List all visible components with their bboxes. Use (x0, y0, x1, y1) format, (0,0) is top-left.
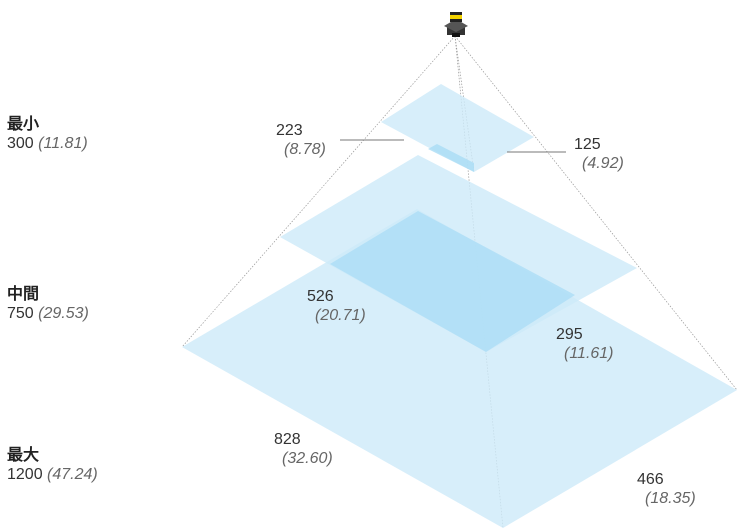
plane-large (182, 209, 737, 528)
camera-device-icon (444, 12, 468, 37)
level-label-mid: 中間 750 (29.53) (7, 285, 89, 323)
dimension-large-depth-mm: 466 (637, 471, 664, 488)
dimension-medium-width-mm: 526 (307, 288, 334, 305)
level-inches-max: (47.24) (47, 466, 98, 483)
dimension-large-width-in: (32.60) (282, 450, 333, 467)
dimension-small-depth-in: (4.92) (582, 155, 624, 172)
level-value-mid: 750 (7, 305, 34, 322)
level-value-min: 300 (7, 135, 34, 152)
dimension-medium-depth: 295 (11.61) (556, 325, 614, 363)
dimension-small-width-mm: 223 (276, 122, 303, 139)
dimension-medium-width-in: (20.71) (315, 307, 366, 324)
level-label-min: 最小 300 (11.81) (7, 115, 88, 153)
level-value-max: 1200 (7, 466, 43, 483)
plane-overlap-small (428, 144, 474, 172)
dimension-large-width-mm: 828 (274, 431, 301, 448)
level-title-mid: 中間 (7, 286, 40, 303)
level-inches-mid: (29.53) (38, 305, 89, 322)
dimension-small-depth: 125 (4.92) (574, 135, 624, 173)
plane-small (381, 84, 534, 172)
guide-line-right (454, 35, 737, 391)
dimension-small-width: 223 (8.78) (276, 121, 326, 159)
dimension-large-depth: 466 (18.35) (637, 470, 696, 508)
level-label-max: 最大 1200 (47.24) (7, 446, 98, 484)
device-top-plate (444, 19, 468, 32)
device-accent (450, 15, 462, 19)
dimension-large-width: 828 (32.60) (274, 430, 333, 468)
level-inches-min: (11.81) (38, 135, 88, 152)
dimension-large-depth-in: (18.35) (645, 490, 696, 507)
dimension-small-depth-mm: 125 (574, 136, 601, 153)
dimension-medium-depth-mm: 295 (556, 326, 583, 343)
level-title-min: 最小 (7, 116, 40, 133)
level-title-max: 最大 (7, 447, 40, 464)
dimension-medium-depth-in: (11.61) (564, 345, 614, 362)
dimension-small-width-in: (8.78) (284, 141, 326, 158)
dimension-medium-width: 526 (20.71) (307, 287, 366, 325)
plane-overlap-medium (330, 211, 575, 352)
device-lens (452, 33, 460, 37)
